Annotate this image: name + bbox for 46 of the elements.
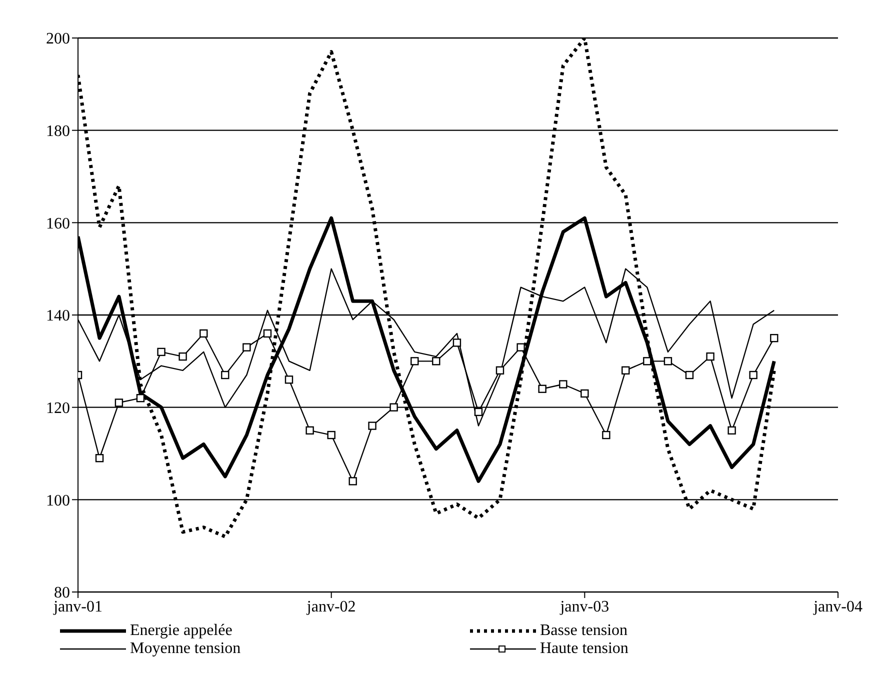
point — [622, 366, 630, 374]
point — [178, 352, 187, 361]
point — [770, 334, 778, 342]
point — [327, 430, 336, 440]
point — [348, 477, 357, 486]
y-tick-label: 100 — [46, 492, 70, 510]
point — [602, 430, 610, 440]
point — [580, 389, 589, 398]
point — [559, 380, 568, 388]
point — [95, 454, 104, 462]
point — [390, 403, 398, 412]
legend-label: Basse tension — [540, 622, 628, 640]
y-tick-label: 200 — [46, 30, 70, 48]
y-tick-label: 140 — [46, 308, 70, 325]
point — [368, 422, 376, 430]
point — [136, 394, 145, 402]
x-tick-label: janv-03 — [559, 598, 610, 616]
point — [685, 370, 694, 380]
point — [538, 384, 546, 393]
point — [728, 426, 736, 435]
legend-label: Haute tension — [540, 640, 628, 658]
y-tick-label: 120 — [46, 400, 70, 418]
x-tick-label: janv-04 — [812, 598, 862, 616]
point — [306, 426, 314, 435]
point — [706, 352, 714, 361]
point — [410, 357, 419, 366]
point — [516, 343, 525, 352]
legend-label: Energie appelée — [130, 622, 232, 640]
point — [643, 357, 652, 366]
legend-label: Moyenne tension — [130, 640, 241, 658]
point — [114, 398, 124, 407]
point — [263, 329, 272, 338]
point — [452, 338, 462, 347]
point — [157, 348, 166, 356]
x-tick-label: janv-02 — [306, 598, 356, 616]
point — [496, 366, 504, 374]
point — [242, 343, 251, 352]
point — [432, 357, 440, 366]
y-tick-label: 180 — [46, 123, 70, 140]
point — [221, 370, 230, 380]
point — [664, 357, 672, 366]
point — [749, 370, 758, 380]
point — [474, 408, 483, 416]
y-tick-label: 160 — [46, 215, 70, 232]
point — [284, 376, 294, 384]
point — [200, 329, 208, 338]
